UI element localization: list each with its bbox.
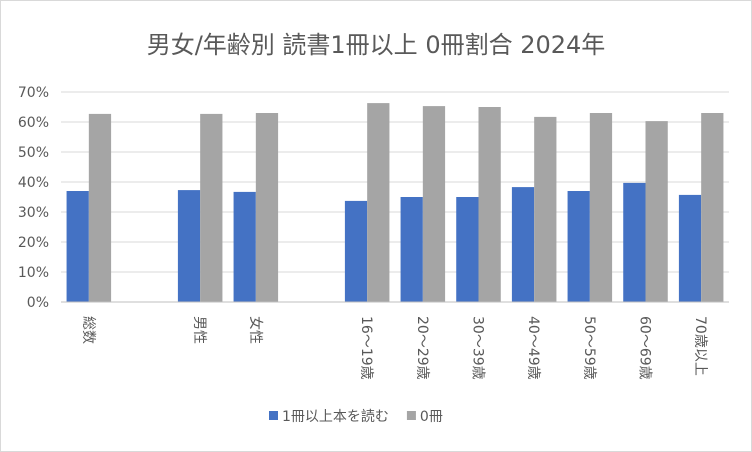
x-tick-label: 30～39歳 — [470, 316, 486, 380]
y-tick-label: 50% — [18, 145, 49, 161]
bar — [623, 182, 646, 302]
bar — [567, 191, 590, 302]
x-axis-labels: 総数 男性 女性 16～19歳 20～29歳 30～39歳 40～49歳 50～59歳 60～6… — [80, 316, 708, 380]
bar — [367, 103, 390, 302]
bar — [478, 107, 501, 302]
legend-swatch — [269, 411, 278, 420]
x-tick-label: 女性 — [247, 316, 264, 344]
x-tick-label: 40～49歳 — [525, 316, 541, 380]
y-tick-label: 10% — [18, 265, 49, 281]
x-tick-label: 60～69歳 — [637, 316, 653, 380]
bar — [534, 116, 557, 303]
x-tick-label: 男性 — [191, 316, 207, 344]
bar — [233, 191, 256, 302]
y-tick-label: 40% — [18, 175, 49, 191]
bar — [400, 197, 423, 302]
legend-label: 0冊 — [420, 409, 443, 425]
bar — [66, 191, 89, 302]
x-tick-label: 20～29歳 — [414, 316, 430, 380]
bar — [589, 113, 613, 302]
bar — [701, 113, 724, 302]
bar — [255, 113, 279, 302]
chart-title: 男女/年齢別 読書1冊以上 0冊割合 2024年 — [146, 31, 606, 59]
bar — [422, 106, 446, 302]
x-tick-label: 70歳以上 — [692, 316, 708, 376]
legend-label: 1冊以上本を読む — [282, 408, 389, 425]
y-tick-label: 20% — [18, 235, 49, 251]
bar — [344, 200, 368, 302]
y-tick-label: 0% — [27, 295, 49, 311]
y-tick-label: 70% — [18, 85, 49, 101]
y-axis-ticks: 0% 10% 20% 30% 40% 50% 60% 70% — [18, 85, 49, 311]
bar — [678, 194, 702, 302]
x-tick-label: 16～19歳 — [358, 316, 374, 380]
bar — [200, 113, 223, 303]
x-tick-label: 総数 — [80, 316, 96, 344]
legend-swatch — [406, 411, 416, 420]
x-tick-label: 50～59歳 — [581, 316, 597, 380]
bars — [66, 103, 724, 303]
bar — [456, 197, 479, 302]
legend: 1冊以上本を読む 0冊 — [269, 408, 443, 425]
y-tick-label: 60% — [18, 115, 49, 131]
bar — [177, 190, 201, 302]
bar — [88, 113, 112, 303]
bar — [645, 121, 668, 302]
y-tick-label: 30% — [18, 205, 49, 221]
bar — [511, 187, 535, 302]
gridlines — [61, 91, 729, 273]
